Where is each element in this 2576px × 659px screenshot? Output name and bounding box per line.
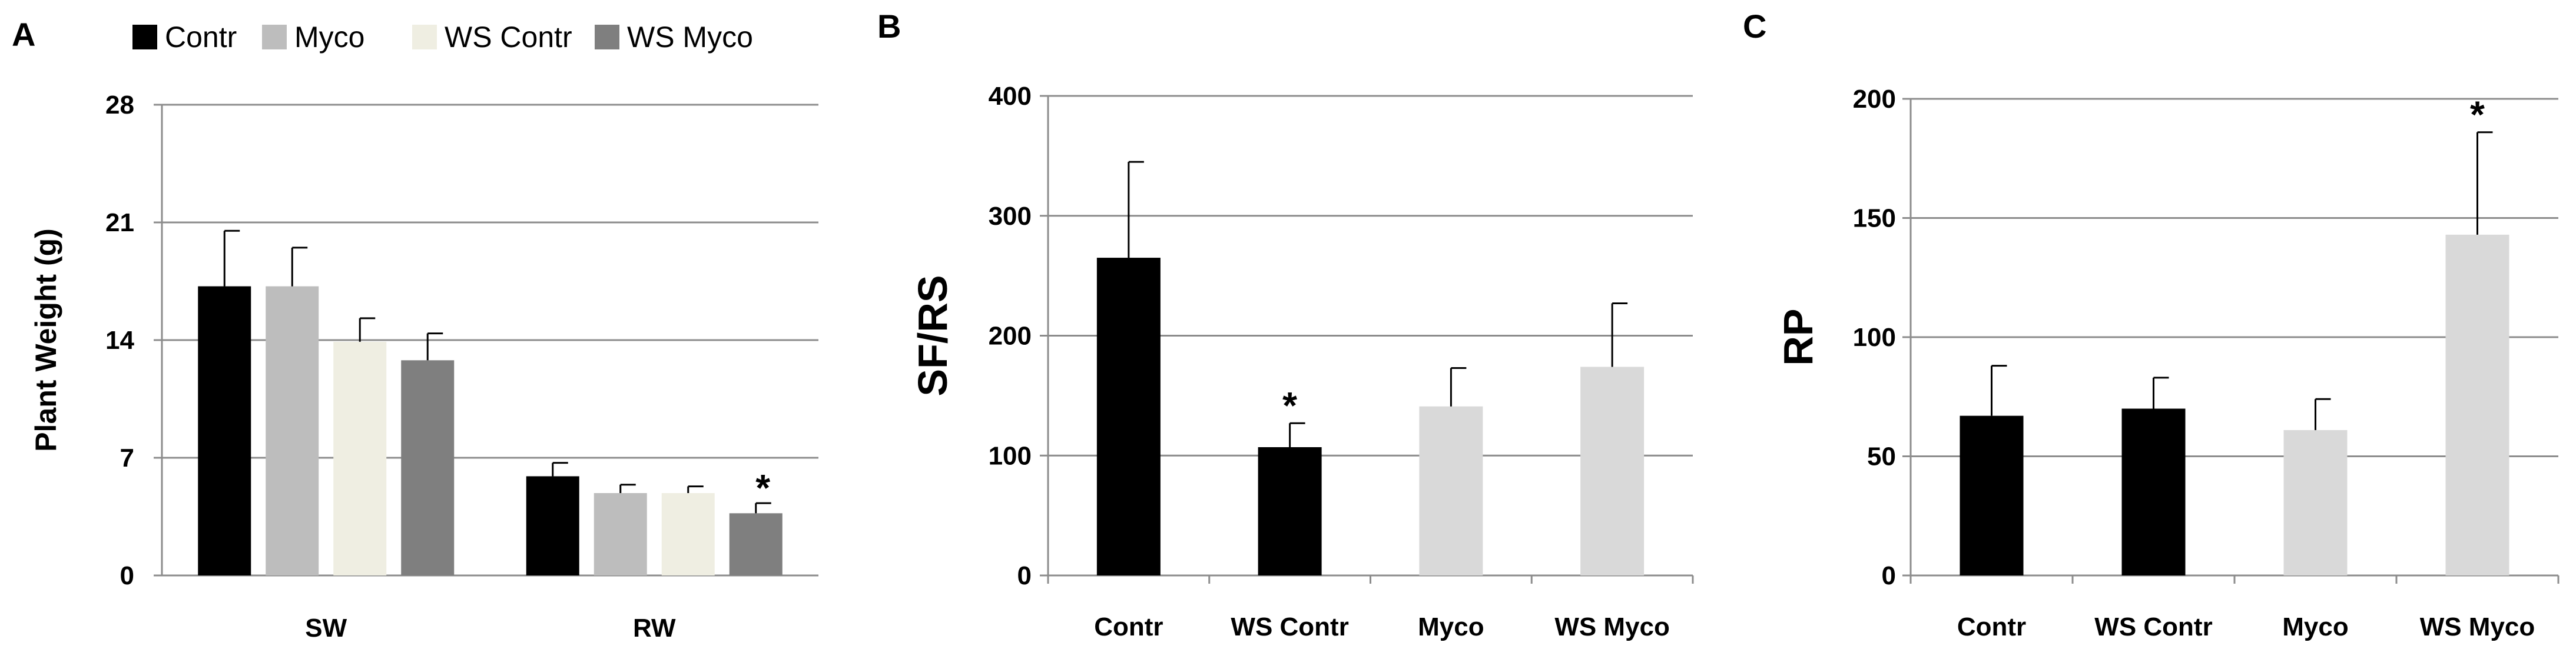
chart-panel-c: 0 50 100 150 200 RP Contr WS Contr Myco * WS Myco: [1775, 85, 2560, 641]
panel-letter: A: [12, 16, 35, 53]
chart-panel-b: 0 100 200 300 400 SF/RS Contr * WS Contr Myco WS M…: [910, 82, 1694, 641]
x-tick-label: WS Contr: [1231, 613, 1348, 641]
y-tick-label: 200: [1853, 85, 1896, 114]
y-axis-title: Plant Weight (g): [29, 228, 62, 452]
bar: [526, 476, 579, 575]
x-tick-label: SW: [305, 614, 347, 643]
bar: [401, 360, 455, 575]
legend-label: WS Myco: [627, 21, 753, 54]
legend: Contr Myco WS Contr WS Myco: [132, 21, 753, 54]
y-tick-label: 50: [1867, 442, 1896, 471]
y-tick-label: 7: [120, 444, 134, 472]
chart-panel-a: 0 7 14 21 28 Plant Weight (g) SW * RW Contr Myco WS…: [29, 21, 818, 643]
bar: [2121, 408, 2186, 575]
y-tick-label: 0: [120, 561, 134, 590]
y-tick-label: 100: [989, 441, 1032, 470]
y-tick-label: 200: [989, 322, 1032, 351]
bar: [266, 286, 319, 575]
x-tick-label: Myco: [1418, 613, 1484, 641]
y-axis-title: SF/RS: [910, 275, 956, 396]
legend-swatch: [412, 25, 437, 49]
bar: [1419, 406, 1483, 575]
legend-label: Myco: [294, 21, 364, 54]
bar: [1580, 367, 1645, 575]
y-tick-label: 100: [1853, 323, 1896, 352]
x-tick-label: WS Contr: [2094, 613, 2212, 641]
legend-label: Contr: [165, 21, 237, 54]
legend-swatch: [595, 25, 619, 49]
legend-swatch: [262, 25, 287, 49]
bar: [594, 493, 647, 575]
bar: [2445, 234, 2509, 576]
legend-label: WS Contr: [445, 21, 572, 54]
x-tick-label: Contr: [1957, 613, 2026, 641]
significance-marker: *: [755, 467, 770, 509]
y-tick-label: 150: [1853, 204, 1896, 233]
y-tick-label: 0: [1882, 561, 1896, 590]
x-tick-label: WS Myco: [2420, 613, 2535, 641]
legend-swatch: [132, 25, 157, 49]
y-tick-label: 300: [989, 202, 1032, 231]
x-tick-label: WS Myco: [1554, 613, 1670, 641]
significance-marker: *: [1282, 384, 1297, 427]
x-tick-label: Myco: [2282, 613, 2348, 641]
bar: [2283, 430, 2348, 575]
bar: [729, 513, 783, 575]
significance-marker: *: [2470, 94, 2485, 136]
y-tick-label: 0: [1017, 561, 1032, 590]
y-tick-label: 28: [105, 91, 134, 119]
y-tick-label: 21: [105, 208, 134, 237]
bar: [1258, 447, 1322, 575]
y-tick-label: 14: [105, 326, 134, 355]
bar: [198, 286, 251, 575]
x-tick-label: Contr: [1094, 613, 1163, 641]
bar: [1096, 258, 1161, 575]
y-axis-title: RP: [1775, 308, 1821, 365]
panel-letter: C: [1743, 8, 1766, 45]
y-tick-label: 400: [989, 82, 1032, 111]
bar: [333, 341, 387, 575]
x-tick-label: RW: [633, 614, 676, 643]
bar: [1960, 415, 2024, 575]
bar: [661, 493, 715, 575]
panel-letter: B: [877, 8, 901, 45]
